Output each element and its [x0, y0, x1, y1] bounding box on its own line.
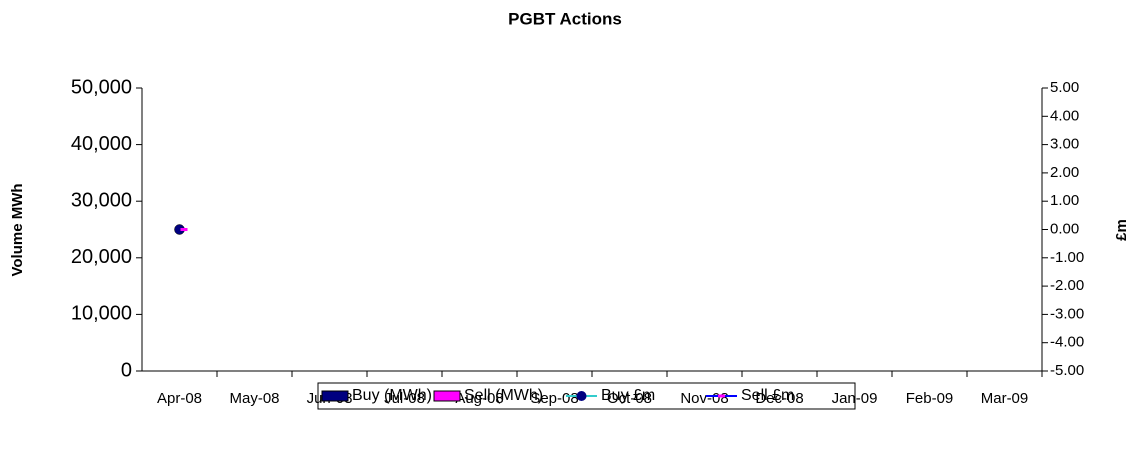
x-tick-label: Apr-08: [157, 390, 202, 407]
y-tick-label: 40,000: [71, 133, 132, 155]
chart-title: PGBT Actions: [508, 9, 622, 28]
legend-label: Buy (MWh): [352, 387, 432, 404]
x-tick-label: Sep-08: [530, 390, 578, 407]
x-tick-label: Jan-09: [832, 390, 878, 407]
y2-tick-label: 0.00: [1050, 220, 1079, 237]
x-tick-label: Jul-08: [384, 390, 425, 407]
y-tick-label: 50,000: [71, 76, 132, 98]
x-tick-label: Feb-09: [906, 390, 954, 407]
legend-label: Sell (MWh): [464, 387, 543, 404]
y2-tick-label: 4.00: [1050, 107, 1079, 124]
y2-tick-label: 3.00: [1050, 136, 1079, 153]
x-tick-label: Nov-08: [680, 390, 728, 407]
y2-tick-label: -3.00: [1050, 305, 1084, 322]
y-tick-label: 20,000: [71, 246, 132, 268]
y2-tick-label: -1.00: [1050, 249, 1084, 266]
marker: [180, 228, 188, 231]
legend-label: Sell £m: [741, 387, 794, 404]
y-tick-label: 10,000: [71, 303, 132, 325]
y2-tick-label: -2.00: [1050, 277, 1084, 294]
y2-tick-label: 1.00: [1050, 192, 1079, 209]
y2-tick-label: -4.00: [1050, 334, 1084, 351]
y-axis-label: Volume MWh: [9, 183, 26, 276]
y2-tick-label: -5.00: [1050, 362, 1084, 379]
y2-axis-label: £m: [1113, 219, 1130, 241]
x-tick-label: May-08: [229, 390, 279, 407]
legend-swatch: [433, 390, 461, 402]
legend-marker: [718, 394, 725, 398]
x-tick-label: Aug-08: [455, 390, 503, 407]
legend-marker: [576, 391, 587, 401]
x-tick-label: Dec-08: [755, 390, 803, 407]
legend-swatch: [321, 390, 349, 402]
y2-tick-label: 2.00: [1050, 164, 1079, 181]
y-tick-label: 0: [121, 359, 132, 381]
x-tick-label: Oct-08: [607, 390, 652, 407]
y-tick-label: 30,000: [71, 189, 132, 211]
y2-tick-label: 5.00: [1050, 79, 1079, 96]
x-tick-label: Mar-09: [981, 390, 1029, 407]
legend-label: Buy £m: [601, 387, 655, 404]
